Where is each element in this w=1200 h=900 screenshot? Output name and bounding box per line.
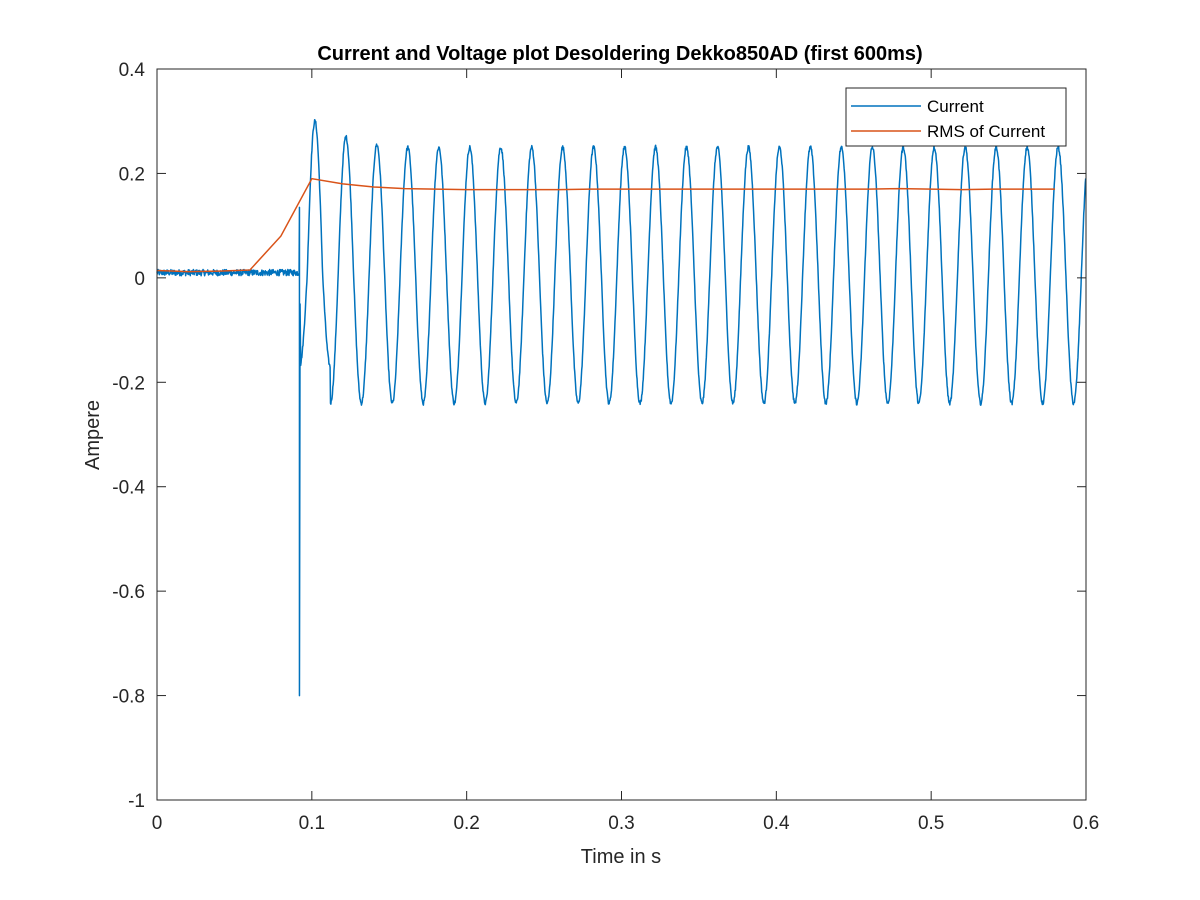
legend-box — [845, 87, 1067, 147]
y-tick-label: 0 — [134, 269, 145, 290]
y-tick-label: -1 — [128, 791, 145, 812]
y-tick-label: -0.2 — [112, 373, 145, 394]
x-tick-label: 0.3 — [608, 813, 634, 834]
legend-label-current: Current — [927, 97, 984, 116]
series-current-line — [156, 119, 1087, 697]
y-tick-label: -0.8 — [112, 687, 145, 708]
y-tick-label: -0.6 — [112, 582, 145, 603]
legend-label-rms: RMS of Current — [927, 122, 1045, 141]
axes-background — [157, 69, 1086, 800]
x-tick-label: 0.1 — [299, 813, 325, 834]
series-rms-line — [156, 177, 1056, 273]
tick-labels: 0 0.1 0.2 0.3 0.4 0.5 0.6 -1 -0.8 -0.6 -0.4 -0.2 0 0.… — [112, 60, 1099, 834]
x-tick-label: 0 — [152, 813, 163, 834]
x-axis-label: Time in s — [581, 846, 661, 868]
x-tick-label: 0.5 — [918, 813, 944, 834]
x-tick-label: 0.2 — [453, 813, 479, 834]
y-axis-label: Ampere — [82, 400, 104, 470]
chart-title: Current and Voltage plot Desoldering Dek… — [317, 43, 922, 65]
plot-area: 0 0.1 0.2 0.3 0.4 0.5 0.6 -1 -0.8 -0.6 -0.4 -0.2 0 0.… — [112, 60, 1099, 834]
y-tick-label: 0.4 — [119, 60, 146, 81]
x-tick-label: 0.4 — [763, 813, 790, 834]
series-layer — [156, 119, 1087, 697]
x-tick-label: 0.6 — [1073, 813, 1099, 834]
tick-marks — [156, 68, 1087, 801]
legend[interactable]: Current RMS of Current — [845, 87, 1067, 147]
y-tick-label: -0.4 — [112, 478, 145, 499]
y-tick-label: 0.2 — [119, 164, 145, 185]
